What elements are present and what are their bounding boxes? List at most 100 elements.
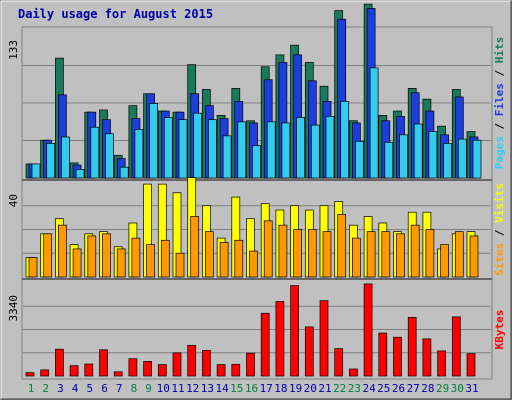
day-label-3: 3: [57, 382, 64, 395]
bar-pages-6: [105, 133, 114, 179]
bar-kbytes-9: [143, 361, 152, 377]
day-label-27: 27: [407, 382, 420, 395]
bar-pages-22: [340, 100, 350, 179]
bar-pages-13: [208, 119, 217, 179]
side-label-separator: /: [493, 223, 506, 243]
side-labels-top: Pages / Files / Hits: [493, 37, 506, 170]
bar-sites-26: [396, 233, 405, 278]
day-label-22: 22: [333, 382, 346, 395]
panel-bottom: 3340 KBytes: [7, 283, 506, 377]
bar-pages-2: [46, 143, 56, 179]
bar-sites-16: [249, 250, 258, 278]
bar-kbytes-5: [84, 363, 94, 377]
bar-sites-12: [190, 216, 200, 278]
bar-kbytes-3: [55, 348, 64, 377]
bar-kbytes-4: [69, 365, 79, 377]
day-label-10: 10: [157, 382, 170, 395]
bar-pages-27: [413, 123, 423, 179]
series-kbytes: [25, 283, 476, 377]
day-label-7: 7: [116, 382, 123, 395]
panel-middle: 40 Sites / Visits: [7, 177, 506, 280]
bar-kbytes-30: [451, 316, 461, 377]
day-label-2: 2: [42, 382, 49, 395]
day-label-8: 8: [131, 382, 138, 395]
bar-pages-14: [222, 135, 232, 179]
side-label-visits: Visits: [493, 183, 506, 223]
day-label-17: 17: [260, 382, 273, 395]
bar-pages-15: [237, 121, 247, 179]
bar-pages-20: [310, 124, 320, 179]
bar-pages-21: [325, 116, 335, 179]
bar-sites-9: [146, 244, 155, 278]
bar-kbytes-2: [40, 369, 50, 377]
bar-pages-29: [443, 143, 452, 179]
bar-kbytes-17: [260, 312, 270, 377]
bar-kbytes-26: [393, 336, 402, 377]
bar-kbytes-22: [334, 348, 344, 377]
bar-kbytes-10: [157, 364, 167, 377]
bar-kbytes-24: [363, 283, 373, 377]
y-max-label: 133: [7, 40, 20, 60]
bar-kbytes-7: [113, 371, 123, 377]
bar-sites-23: [352, 237, 361, 278]
bar-sites-11: [175, 252, 185, 278]
y-max-label: 40: [7, 194, 20, 207]
bar-sites-7: [116, 248, 126, 278]
bar-pages-8: [134, 129, 144, 179]
bar-kbytes-15: [231, 363, 241, 377]
day-label-9: 9: [145, 382, 152, 395]
side-label-separator: /: [493, 63, 506, 83]
day-labels: 1 2 3 4 5 6 7 8 9 10 11 12 13 14 15 16 17 18 19 20 21 22 23 24 2…: [28, 382, 479, 395]
plot-area: [21, 26, 493, 380]
bar-sites-8: [131, 237, 141, 278]
day-label-20: 20: [304, 382, 317, 395]
bar-pages-19: [296, 117, 305, 179]
bar-sites-29: [440, 244, 449, 278]
bar-kbytes-19: [290, 285, 299, 377]
day-label-6: 6: [101, 382, 108, 395]
day-label-14: 14: [215, 382, 229, 395]
day-label-29: 29: [436, 382, 449, 395]
bar-pages-7: [119, 166, 129, 179]
bar-sites-21: [322, 231, 332, 278]
bar-sites-17: [263, 220, 273, 278]
bar-pages-10: [163, 117, 173, 179]
bar-sites-30: [454, 231, 464, 278]
day-label-30: 30: [451, 382, 464, 395]
bar-kbytes-18: [275, 301, 285, 377]
bar-sites-27: [410, 224, 420, 278]
bar-pages-4: [75, 169, 85, 179]
day-label-15: 15: [230, 382, 243, 395]
series-pages: [31, 67, 482, 179]
day-label-25: 25: [377, 382, 390, 395]
side-labels-middle: Sites / Visits: [493, 183, 506, 276]
bar-kbytes-21: [319, 300, 329, 377]
bar-kbytes-6: [99, 349, 108, 377]
bar-sites-13: [205, 231, 214, 278]
bar-sites-25: [381, 231, 391, 278]
bar-sites-22: [337, 214, 347, 278]
side-label-hits: Hits: [493, 37, 506, 64]
bar-kbytes-27: [407, 317, 417, 377]
bar-sites-2: [43, 233, 53, 278]
day-label-21: 21: [318, 382, 331, 395]
bar-pages-12: [193, 112, 203, 179]
bar-kbytes-23: [349, 368, 358, 377]
bar-kbytes-14: [216, 364, 226, 377]
day-label-13: 13: [201, 382, 214, 395]
bar-pages-16: [252, 145, 261, 179]
bar-kbytes-28: [422, 338, 432, 377]
side-label-sites: Sites: [493, 243, 506, 276]
bar-pages-26: [399, 134, 408, 179]
bar-sites-14: [219, 242, 229, 278]
bar-sites-28: [425, 229, 435, 278]
side-label-files: Files: [493, 83, 506, 116]
y-max-label: 3340: [7, 295, 20, 322]
side-label-kbytes: KBytes: [493, 310, 506, 350]
bar-pages-1: [31, 163, 41, 179]
bar-sites-6: [102, 233, 111, 278]
day-label-4: 4: [72, 382, 79, 395]
day-label-24: 24: [362, 382, 376, 395]
bar-kbytes-20: [304, 326, 314, 377]
bar-sites-15: [234, 239, 244, 278]
